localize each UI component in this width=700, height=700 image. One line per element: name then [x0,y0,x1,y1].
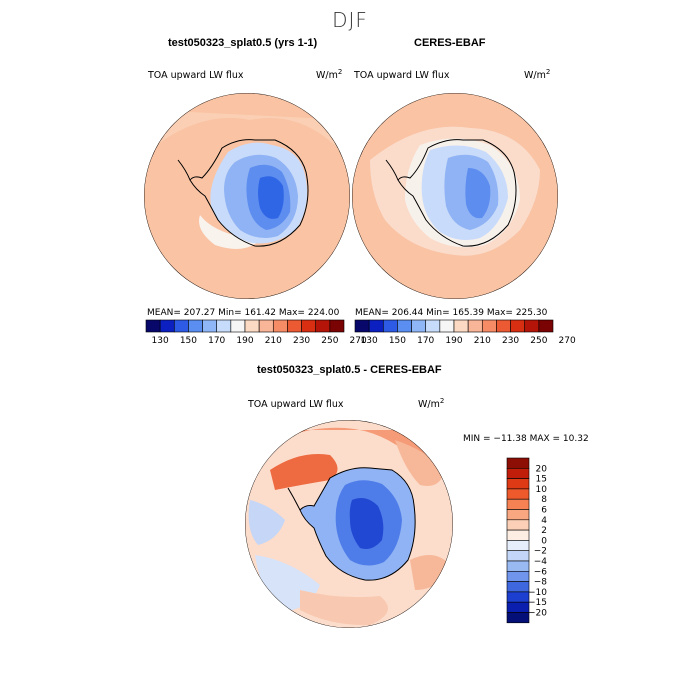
diff-colorbar-tick-label: −4 [534,557,548,567]
model-colorbar-tick-label: 150 [180,336,197,346]
model-colorbar-box [244,319,260,333]
obs-colorbar-tick-label: 130 [361,336,378,346]
model-colorbar-box [216,319,232,333]
model-colorbar-box [202,319,218,333]
model-colorbar-box [159,319,175,333]
obs-colorbar-tick-label: 210 [474,336,491,346]
obs-colorbar-box [524,319,540,333]
diff-colorbar-tick-label: −20 [528,609,547,619]
diff-colorbar-box [506,457,530,469]
diff-colorbar-box [506,601,530,613]
obs-panel-title: CERES-EBAF [414,37,486,49]
obs-colorbar-box [382,319,398,333]
obs-colorbar-box [368,319,384,333]
diff-colorbar-tick-label: 2 [541,526,547,536]
model-colorbar-tick-label: 250 [321,336,338,346]
diff-colorbar-box [506,498,530,510]
model-colorbar-tick-label: 190 [236,336,253,346]
model-colorbar-box [230,319,246,333]
obs-colorbar-tick-label: 150 [389,336,406,346]
model-colorbar-box [188,319,203,333]
diff-colorbar-box [506,591,530,603]
obs-colorbar-box [453,319,469,333]
model-stats: MEAN= 207.27 Min= 161.42 Max= 224.00 [147,308,340,318]
diff-colorbar-tick-label: 10 [536,485,548,495]
model-colorbar-tick-label: 210 [265,336,282,346]
model-colorbar-box [173,319,189,333]
diff-colorbar-tick-label: −10 [528,588,547,598]
model-colorbar-box [329,319,345,333]
model-panel-title: test050323_splat0.5 (yrs 1-1) [168,37,318,49]
diff-colorbar-box [506,540,530,552]
diff-colorbar-tick-label: −2 [534,547,547,557]
diff-colorbar-box [506,478,530,490]
obs-map [352,93,558,299]
diff-map [245,420,453,628]
diff-colorbar-tick-label: 15 [536,475,547,485]
obs-colorbar-box [538,319,554,333]
diff-colorbar-box [506,529,530,541]
obs-colorbar-box [496,319,511,333]
model-colorbar-box [287,319,302,333]
obs-colorbar-box [467,319,483,333]
model-colorbar-tick-label: 270 [350,336,367,346]
diff-stats: MIN = −11.38 MAX = 10.32 [463,434,589,444]
diff-colorbar-box [506,550,530,562]
obs-units-label: W/m2 [524,68,551,82]
obs-colorbar-box [481,319,497,333]
obs-variable-label: TOA upward LW flux [354,70,450,81]
model-units-label: W/m2 [316,68,343,82]
diff-colorbar-tick-label: 6 [541,506,547,516]
diff-colorbar-box [506,519,530,531]
model-colorbar-tick-label: 130 [152,336,169,346]
obs-colorbar-box [354,319,370,333]
obs-colorbar-box [510,319,526,333]
model-colorbar: 130 150 170 190 210 230 250 270 [145,319,367,346]
obs-colorbar-box [425,319,441,333]
model-map [144,93,350,299]
diff-colorbar-tick-label: 20 [536,464,548,474]
diff-colorbar-box [506,612,530,624]
model-variable-label: TOA upward LW flux [148,70,244,81]
obs-colorbar-box [439,319,455,333]
diff-panel-title: test050323_splat0.5 - CERES-EBAF [257,364,442,376]
model-colorbar-tick-label: 230 [293,336,310,346]
diff-colorbar-tick-label: 4 [541,516,547,526]
obs-stats: MEAN= 206.44 Min= 165.39 Max= 225.30 [355,308,548,318]
obs-colorbar: 130 150 170 190 210 230 250 270 [354,319,576,346]
model-colorbar-box [145,319,161,333]
model-colorbar-box [315,319,331,333]
diff-colorbar-tick-label: −15 [528,598,547,608]
obs-colorbar-tick-label: 170 [417,336,434,346]
model-colorbar-box [301,319,317,333]
obs-colorbar-box [397,319,412,333]
obs-colorbar-tick-label: 190 [445,336,462,346]
obs-colorbar-tick-label: 270 [559,336,576,346]
obs-colorbar-box [411,319,427,333]
obs-colorbar-tick-label: 230 [502,336,519,346]
model-colorbar-box [258,319,274,333]
diff-colorbar-tick-label: −6 [534,567,548,577]
obs-colorbar-tick-label: 250 [530,336,547,346]
diff-colorbar-box [506,488,530,500]
diff-colorbar-box [506,560,530,572]
diff-colorbar-box [506,467,530,479]
diff-colorbar-tick-label: 8 [541,495,547,505]
diff-units-label: W/m2 [418,397,445,411]
diff-colorbar-tick-label: 0 [541,536,547,546]
season-title: DJF [332,8,368,32]
model-colorbar-box [272,319,288,333]
diff-colorbar-tick-label: −8 [534,578,548,588]
diff-variable-label: TOA upward LW flux [248,399,344,410]
diff-colorbar-box [506,509,530,521]
diff-colorbar-box [506,570,530,582]
model-colorbar-tick-label: 170 [208,336,225,346]
diff-colorbar-box [506,581,530,593]
